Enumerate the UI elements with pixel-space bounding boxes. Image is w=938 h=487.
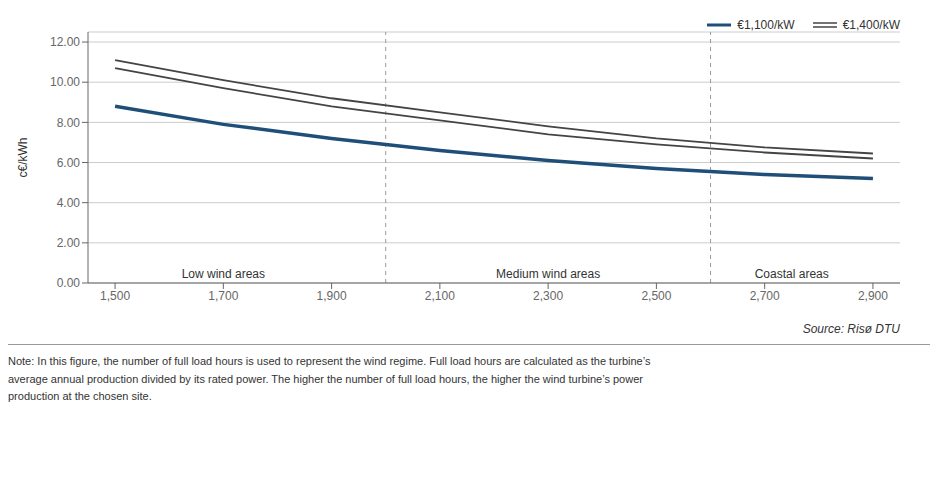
svg-text:4.00: 4.00 (57, 196, 81, 210)
html-text:Note: In this figure, the numb: Note: In this figure, the number of full… (8, 355, 651, 403)
svg-text:1,900: 1,900 (317, 289, 347, 303)
html-text:€1,100/kW: €1,100/kW (737, 18, 795, 32)
svg-text:12.00: 12.00 (50, 35, 80, 49)
svg-text:2,900: 2,900 (858, 289, 888, 303)
svg-text:Low wind areas: Low wind areas (182, 267, 265, 281)
svg-text:1,500: 1,500 (100, 289, 130, 303)
svg-text:2.00: 2.00 (57, 236, 81, 250)
svg-text:1,700: 1,700 (208, 289, 238, 303)
html-text:€1,400/kW: €1,400/kW (842, 18, 900, 32)
svg-text:10.00: 10.00 (50, 75, 80, 89)
svg-text:2,300: 2,300 (533, 289, 563, 303)
svg-text:2,500: 2,500 (641, 289, 671, 303)
html-text:Source: Risø DTU: Source: Risø DTU (802, 322, 900, 336)
svg-text:2,700: 2,700 (750, 289, 780, 303)
svg-text:8.00: 8.00 (57, 116, 81, 130)
svg-text:c€/kWh: c€/kWh (16, 137, 30, 177)
svg-text:2,100: 2,100 (425, 289, 455, 303)
svg-text:0.00: 0.00 (57, 276, 81, 290)
svg-text:Coastal areas: Coastal areas (755, 267, 829, 281)
svg-text:Medium wind areas: Medium wind areas (496, 267, 600, 281)
svg-text:6.00: 6.00 (57, 156, 81, 170)
